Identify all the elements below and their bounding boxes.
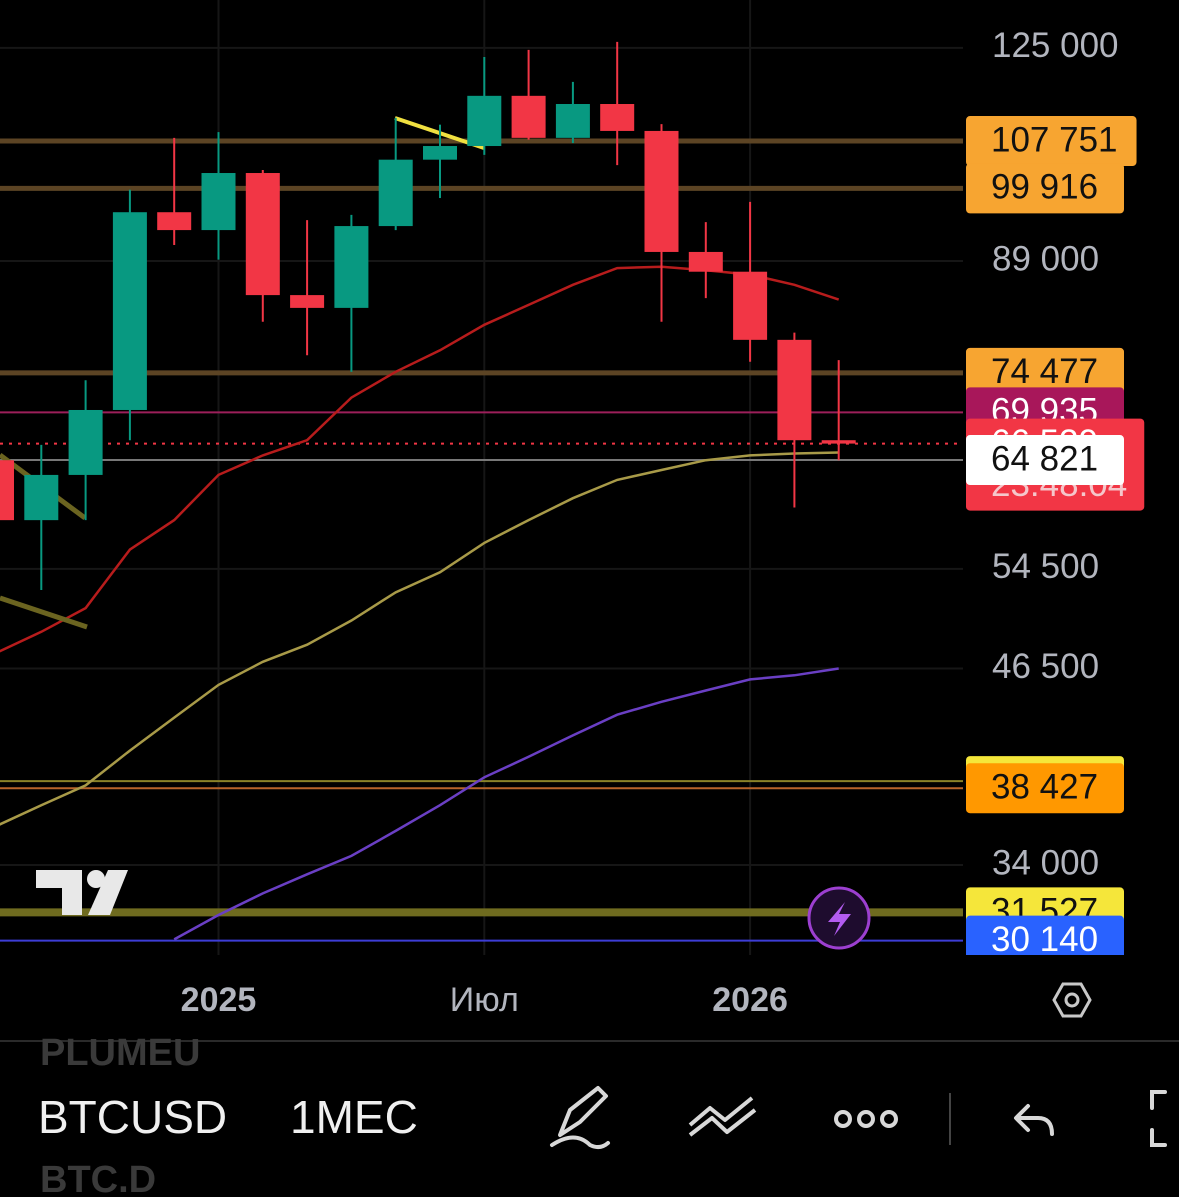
price-label-box <box>966 163 1124 214</box>
candle-body <box>600 104 635 131</box>
candle-body <box>777 339 812 441</box>
price-label: 74 477 <box>966 347 1124 398</box>
candle-body <box>688 251 723 272</box>
x-tick-label: 2025 <box>181 981 257 1019</box>
price-label: 38 427 <box>966 763 1124 814</box>
grid <box>0 0 963 955</box>
undo-button[interactable] <box>1014 1104 1054 1136</box>
candle-body <box>423 146 457 160</box>
y-tick-label: 89 000 <box>992 239 1099 278</box>
more-button[interactable] <box>834 1110 898 1128</box>
candle-body <box>511 95 546 138</box>
price-label-box <box>966 435 1124 486</box>
price-label: 107 751 <box>966 116 1137 167</box>
y-tick-label: 54 500 <box>992 547 1099 586</box>
symbol-next[interactable]: BTC.D <box>40 1159 156 1197</box>
candle-body <box>467 95 502 147</box>
symbol[interactable]: BTCUSD <box>38 1091 227 1143</box>
candle-body <box>112 212 147 410</box>
fullscreen-button[interactable] <box>1150 1090 1167 1147</box>
price-label-box <box>966 763 1124 814</box>
draw-button[interactable] <box>550 1086 610 1150</box>
price-label-text: 38 427 <box>991 767 1098 806</box>
moving-average <box>173 667 839 941</box>
moving-average <box>0 451 839 826</box>
candle-body <box>821 440 856 444</box>
candle-body <box>201 173 236 231</box>
price-label-text: 107 751 <box>991 120 1118 159</box>
interval[interactable]: 1МЕС <box>290 1091 418 1143</box>
y-tick-label: 34 000 <box>992 843 1099 882</box>
settings-button[interactable] <box>1052 982 1092 1018</box>
time-axis: 2025 Июл 2026 <box>181 981 788 1019</box>
candles <box>0 41 856 590</box>
price-label-box <box>966 347 1124 398</box>
candle-body <box>644 130 679 252</box>
price-label-text: 64 821 <box>991 439 1098 478</box>
trend-line <box>0 595 88 630</box>
tradingview-logo <box>36 870 128 915</box>
trend-button[interactable] <box>688 1096 757 1137</box>
y-tick-label: 125 000 <box>992 26 1119 65</box>
price-label: 99 916 <box>966 163 1124 214</box>
price-label-box <box>966 116 1137 167</box>
price-axis: 125 000 89 000 54 500 46 500 34 000 <box>992 26 1119 882</box>
candle-body <box>733 271 768 340</box>
candle-body <box>0 460 14 521</box>
candle-body <box>157 212 192 231</box>
price-label-box <box>966 915 1124 955</box>
candle-body <box>245 173 280 296</box>
price-label: 30 140 <box>966 915 1124 959</box>
candle-body <box>68 409 103 475</box>
price-label-text: 74 477 <box>991 352 1098 391</box>
price-label-text: 99 916 <box>991 168 1098 207</box>
candle-body <box>555 104 590 138</box>
symbol-prev[interactable]: PLUMEU <box>40 1032 200 1074</box>
candle-body <box>24 474 59 521</box>
plot-area: 125 000 89 000 54 500 46 500 34 000 107 751 9… <box>0 0 1145 959</box>
y-tick-label: 46 500 <box>992 647 1099 686</box>
x-tick-label: Июл <box>450 981 519 1019</box>
price-label: 64 821 <box>966 435 1124 486</box>
price-label-text: 30 140 <box>991 920 1098 959</box>
candle-body <box>334 226 369 308</box>
lightning-button[interactable] <box>807 886 871 950</box>
candle-body <box>290 295 325 308</box>
candle-body <box>378 159 413 227</box>
x-tick-label: 2026 <box>712 981 788 1019</box>
